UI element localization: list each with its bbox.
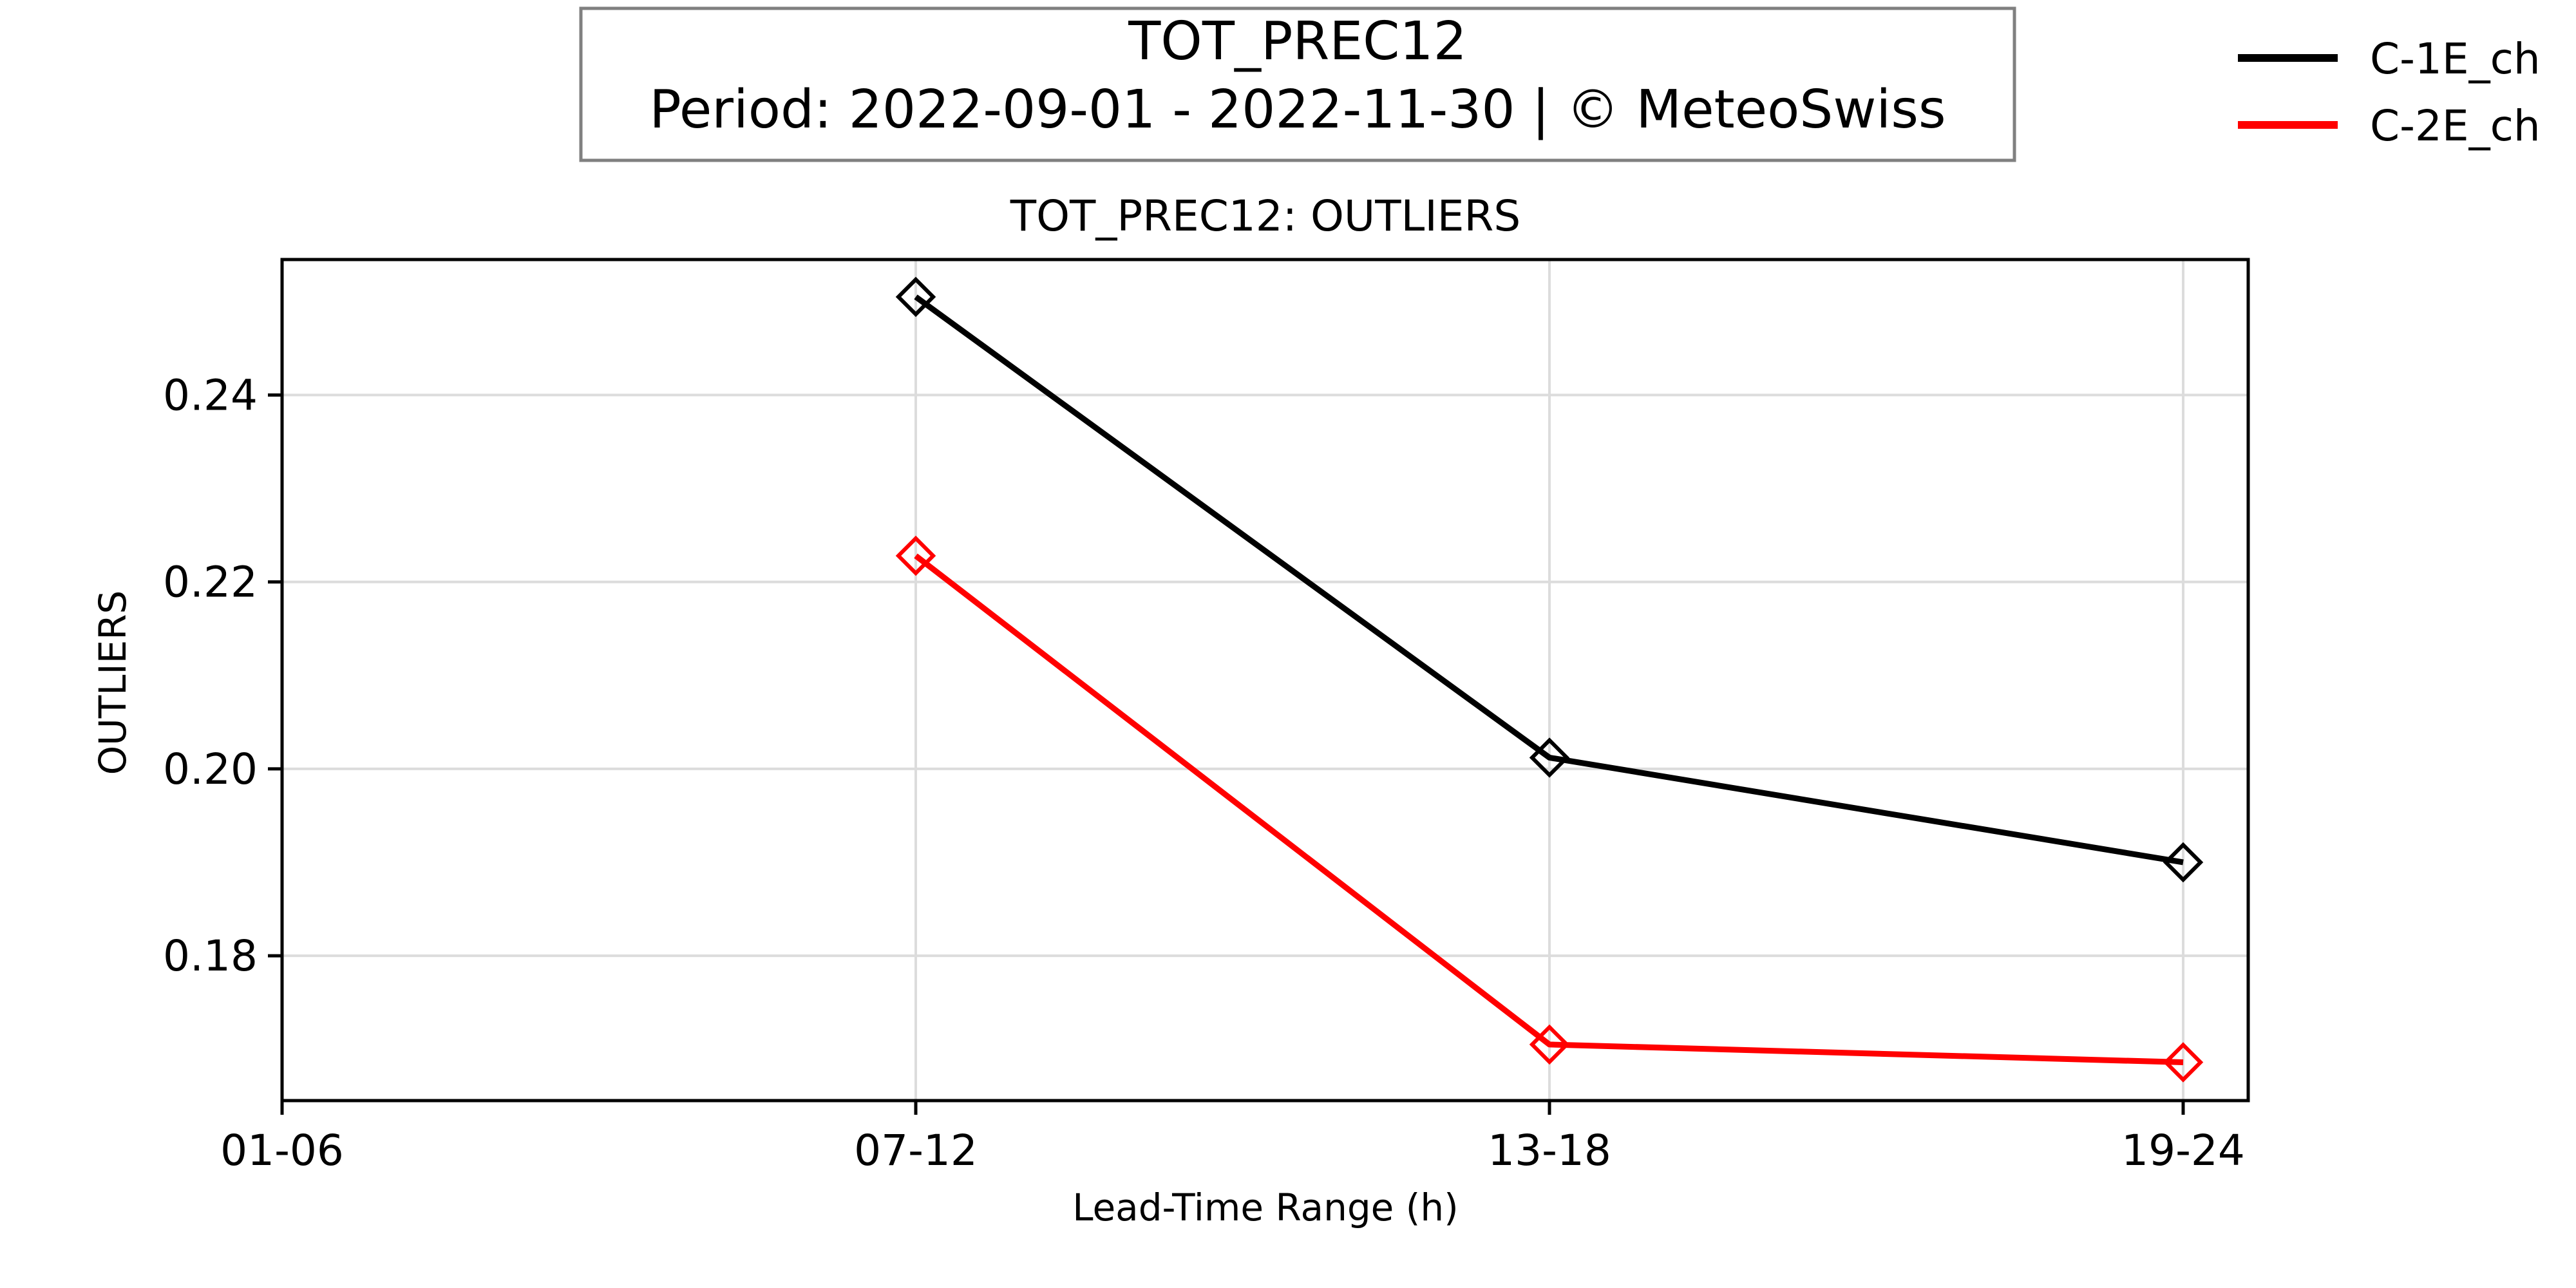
- data-point-marker: [2163, 1042, 2204, 1083]
- axes: 01-06 07-12 13-18 19-24 0.18 0.20 0.22 0.24: [163, 370, 2245, 1175]
- plot-frame: [280, 258, 2250, 1103]
- x-tick-label: 13-18: [1488, 1126, 1611, 1175]
- data-point-marker: [1529, 737, 1570, 778]
- data-point-marker: [2163, 842, 2204, 883]
- y-tick-label: 0.22: [163, 558, 258, 607]
- x-tick-label: 01-06: [220, 1126, 344, 1175]
- legend-label: C-2E_ch: [2370, 101, 2541, 151]
- data-point-marker: [895, 535, 936, 576]
- figure-title: TOT_PREC12: [1128, 11, 1467, 72]
- y-tick-label: 0.18: [163, 931, 258, 981]
- legend: C-1E_ch C-2E_ch: [2238, 34, 2541, 151]
- legend-label: C-1E_ch: [2370, 34, 2541, 84]
- y-tick-label: 0.20: [163, 744, 258, 794]
- series-line: [914, 294, 2184, 866]
- data-point-marker: [895, 276, 936, 317]
- series-layer: [895, 276, 2204, 1083]
- y-tick-label: 0.24: [163, 370, 258, 420]
- x-tick-label: 07-12: [854, 1126, 978, 1175]
- x-axis-label: Lead-Time Range (h): [1072, 1186, 1459, 1229]
- data-point-marker: [1529, 1024, 1570, 1065]
- grid-lines: [281, 260, 2248, 1101]
- chart-title: TOT_PREC12: OUTLIERS: [1010, 191, 1520, 241]
- figure-subtitle: Period: 2022-09-01 - 2022-11-30 | © Mete…: [649, 79, 1946, 140]
- series-line: [914, 553, 2184, 1066]
- x-tick-label: 19-24: [2121, 1126, 2245, 1175]
- y-axis-label: OUTLIERS: [91, 591, 135, 775]
- header-box: [579, 6, 2016, 162]
